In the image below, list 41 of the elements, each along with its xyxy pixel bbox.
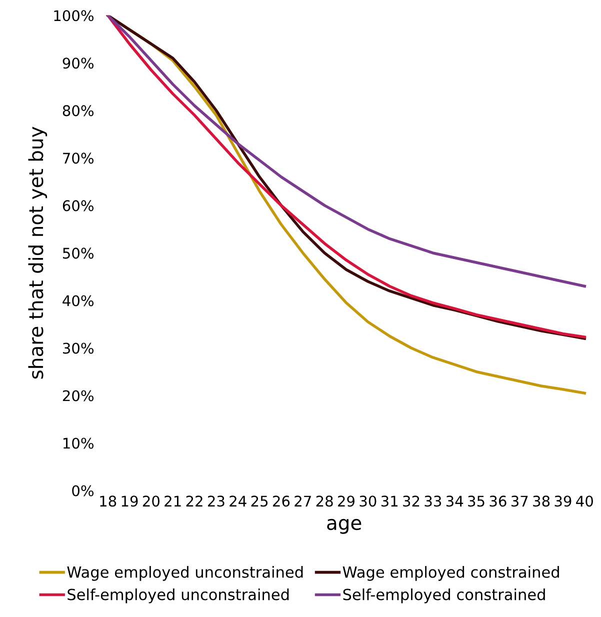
- y-tick-label: 10%: [63, 438, 94, 449]
- y-tick-label: 60%: [62, 200, 94, 212]
- x-axis-title: age: [327, 518, 362, 534]
- x-tick-label: 40: [576, 496, 593, 507]
- x-tick-label: 29: [338, 496, 354, 507]
- x-tick-label: 23: [208, 496, 224, 507]
- x-tick-label: 33: [424, 496, 442, 507]
- x-tick-label: 30: [360, 496, 376, 507]
- legend-label: Self-employed unconstrained: [68, 588, 289, 604]
- y-tick-label: 20%: [62, 390, 94, 402]
- line-series: [106, 15, 586, 288]
- x-tick-label: 27: [294, 496, 311, 506]
- x-tick-label: 20: [142, 496, 160, 507]
- x-tick-label: 18: [100, 496, 116, 507]
- y-tick-label: 90%: [62, 58, 94, 69]
- x-tick-label: 35: [468, 496, 484, 507]
- y-tick-label: 30%: [63, 342, 94, 354]
- x-tick-label: 37: [511, 496, 528, 507]
- x-tick-label: 25: [251, 496, 268, 507]
- legend-label: Wage employed unconstrained: [67, 566, 303, 581]
- x-tick-label: 24: [230, 496, 246, 506]
- y-tick-label: 40%: [62, 295, 94, 306]
- x-tick-label: 31: [381, 496, 398, 507]
- y-tick-label: 100%: [54, 10, 94, 22]
- legend-label: Self-employed constrained: [343, 588, 545, 604]
- x-tick-label: 38: [533, 496, 550, 507]
- x-tick-label: 28: [316, 496, 333, 507]
- x-tick-label: 34: [446, 496, 464, 507]
- y-tick-label: 50%: [63, 248, 94, 259]
- y-tick-label: 80%: [62, 105, 94, 116]
- legend-label: Wage employed constrained: [342, 566, 559, 581]
- x-tick-label: 22: [186, 496, 202, 506]
- y-axis-title: share that did not yet buy: [28, 126, 48, 379]
- y-tick-label: 0%: [72, 485, 94, 496]
- y-tick-label: 70%: [63, 152, 94, 164]
- x-tick-label: 32: [403, 496, 420, 507]
- x-tick-label: 26: [273, 496, 290, 507]
- x-tick-label: 36: [490, 496, 506, 507]
- x-tick-label: 39: [554, 496, 572, 507]
- x-tick-label: 21: [164, 496, 181, 506]
- x-tick-label: 19: [122, 496, 138, 507]
